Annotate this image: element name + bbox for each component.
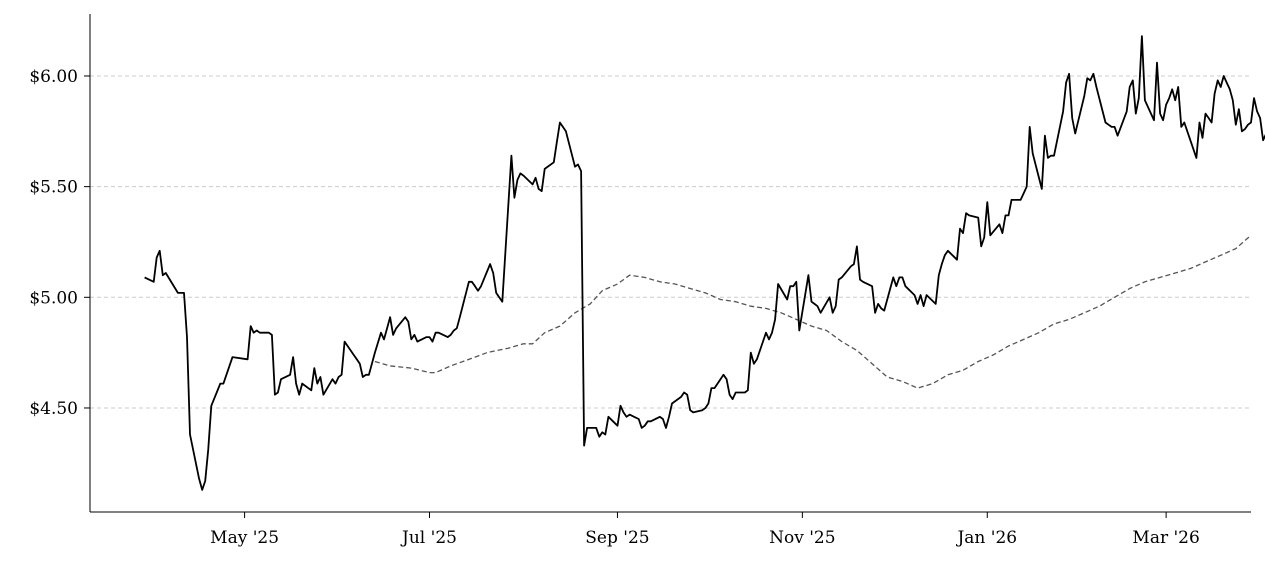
y-tick-label: $5.50 bbox=[29, 178, 78, 198]
x-tick-label: Jan '26 bbox=[955, 528, 1017, 548]
axes bbox=[84, 14, 1251, 518]
y-tick-label: $6.00 bbox=[29, 67, 78, 87]
gridlines bbox=[90, 75, 1251, 409]
x-tick-label: Mar '26 bbox=[1132, 528, 1199, 548]
y-tick-label: $5.00 bbox=[29, 288, 78, 308]
solid-series-line bbox=[144, 35, 1265, 491]
y-tick-label: $4.50 bbox=[29, 399, 78, 419]
dashed-series-line bbox=[374, 234, 1252, 389]
series-layer bbox=[144, 35, 1265, 491]
x-tick-label: Nov '25 bbox=[769, 528, 835, 548]
x-tick-label: Sep '25 bbox=[585, 528, 649, 548]
x-tick-label: May '25 bbox=[210, 528, 279, 548]
x-tick-label: Jul '25 bbox=[400, 528, 457, 548]
tick-labels: $4.50 $5.00 $5.50 $6.00 May '25 Jul '25 Sep '2… bbox=[29, 67, 1199, 548]
